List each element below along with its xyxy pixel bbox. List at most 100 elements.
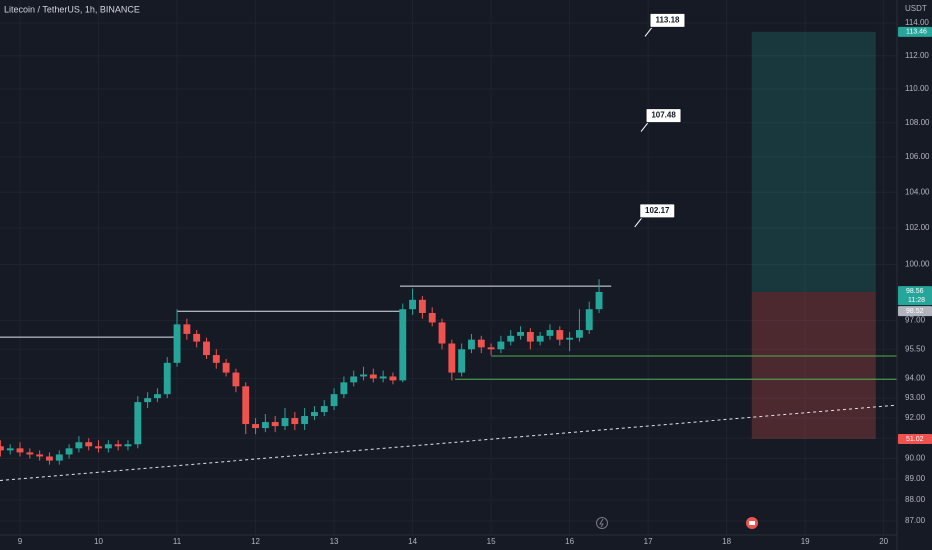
chart-title: Litecoin / TetherUS, 1h, BINANCE	[4, 4, 140, 14]
y-tick-label: 97.00	[905, 316, 926, 325]
candle-body	[193, 333, 201, 342]
candle-body	[311, 412, 318, 417]
candle-body	[144, 398, 152, 403]
candle-body	[134, 402, 142, 445]
candle-body	[360, 374, 367, 377]
candle-body	[291, 418, 299, 425]
candle-body	[75, 442, 83, 449]
price-tag	[898, 26, 932, 37]
callout-label: 113.18	[655, 16, 680, 25]
price-tag	[898, 306, 932, 317]
candle-body	[252, 424, 259, 429]
callout-pointer	[634, 217, 643, 228]
candle-body	[399, 309, 407, 381]
y-tick-label: 102.00	[905, 223, 930, 232]
plot: 113.18 107.48 102.17	[0, 12, 898, 482]
y-tick-label: 100.00	[905, 260, 930, 269]
y-tick-label: 94.00	[905, 374, 926, 383]
price-tag	[898, 286, 932, 306]
x-tick-label: 12	[251, 537, 260, 546]
candle-body	[55, 454, 63, 461]
candle-body	[232, 372, 240, 387]
candle-body	[95, 446, 102, 449]
y-tick-label: 88.00	[905, 495, 926, 504]
candle-body	[222, 362, 230, 373]
y-tick-label: 87.00	[905, 516, 926, 525]
trend-line	[0, 404, 898, 482]
candle-body	[585, 309, 593, 331]
x-tick-label: 18	[722, 537, 731, 546]
candle-body	[0, 446, 4, 451]
event-icon[interactable]	[746, 517, 758, 529]
price-tag-label: 51.02	[906, 436, 924, 443]
candle-body	[85, 442, 93, 447]
price-tag-label: 113.46	[906, 29, 927, 36]
y-tick-label: 112.00	[905, 51, 929, 60]
callout-label: 102.17	[645, 206, 670, 215]
target-zone	[751, 31, 876, 292]
x-tick-label: 20	[879, 537, 888, 546]
candle-body	[566, 337, 574, 340]
candle-body	[369, 374, 377, 379]
candle-body	[212, 355, 220, 363]
candle-body	[6, 448, 14, 451]
candle-body	[173, 324, 181, 363]
x-tick-label: 13	[330, 537, 339, 546]
candle-body	[271, 422, 279, 427]
candle-body	[517, 331, 524, 336]
candle-body	[26, 452, 34, 455]
callout-box	[649, 12, 686, 28]
y-tick-label: 92.00	[905, 413, 926, 422]
x-tick-label: 11	[173, 537, 182, 546]
candle-body	[389, 376, 397, 381]
price-tag	[898, 433, 932, 444]
y-tick-label: 114.00	[905, 18, 929, 27]
x-tick-label: 10	[94, 537, 103, 546]
candle-body	[104, 444, 112, 449]
candle-body	[575, 330, 583, 338]
candle-body	[418, 299, 426, 313]
callout-box	[639, 203, 676, 219]
candle-body	[595, 291, 603, 310]
candle-body	[242, 386, 250, 425]
y-tick-label: 108.00	[905, 118, 930, 127]
candle-body	[114, 444, 122, 447]
candle-body	[497, 341, 505, 350]
x-tick-label: 15	[487, 537, 496, 546]
candle-body	[163, 362, 171, 395]
candle-body	[203, 341, 210, 356]
candle-body	[448, 343, 456, 373]
candle-body	[183, 324, 191, 334]
y-tick-label: 90.00	[905, 454, 926, 463]
candle-body	[350, 376, 358, 383]
y-tick-label: 104.00	[905, 187, 930, 196]
callout-pointer	[640, 122, 649, 132]
candle-body	[330, 394, 338, 407]
candle-body	[65, 448, 73, 455]
candle-body	[301, 416, 309, 425]
x-tick-label: 9	[18, 537, 23, 546]
candle-body	[477, 339, 485, 348]
candle-body	[36, 454, 44, 457]
candle-body	[261, 422, 269, 429]
stop-zone	[751, 291, 876, 439]
candle-body	[379, 376, 387, 379]
candle-body	[46, 456, 53, 461]
candle-body	[536, 335, 544, 342]
candle-body	[468, 339, 475, 350]
price-tag-countdown: 11:28	[908, 297, 925, 304]
x-tick-label: 17	[644, 537, 653, 546]
x-tick-label: 19	[801, 537, 810, 546]
x-tick-label: 16	[565, 537, 574, 546]
candle-body	[16, 448, 24, 453]
callout-label: 107.48	[651, 111, 676, 120]
candle-body	[556, 330, 564, 340]
y-axis-label: USDT	[905, 4, 927, 13]
candle-body	[546, 330, 554, 336]
candle-body	[281, 418, 289, 427]
replay-icon[interactable]	[596, 517, 608, 529]
y-tick-label: 93.00	[905, 393, 926, 402]
candle-body	[526, 331, 534, 342]
x-tick-label: 14	[408, 537, 417, 546]
